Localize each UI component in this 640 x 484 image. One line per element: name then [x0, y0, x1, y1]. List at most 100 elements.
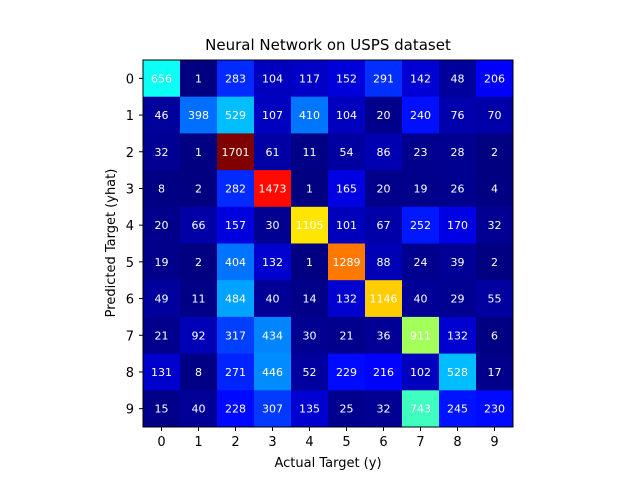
- heatmap-cell-r2-c8: [439, 133, 477, 171]
- heatmap-cell-r3-c9: [476, 170, 514, 208]
- x-axis-ticks: 0 1 2 3 4 5 6 7 8 9: [157, 427, 499, 450]
- heatmap-cell-r5-c7: [402, 243, 440, 281]
- cell-value-label: 1: [195, 72, 202, 85]
- heatmap-cell-r1-c3: [254, 96, 292, 134]
- heatmap-cell-r0-c1: [180, 60, 218, 98]
- heatmap-cell-r8-c7: [402, 353, 440, 391]
- cell-value-label: 434: [262, 329, 283, 342]
- heatmap-cell-r4-c1: [180, 206, 218, 244]
- heatmap-cell-r8-c2: [217, 353, 255, 391]
- heatmap-cell-r5-c4: [291, 243, 329, 281]
- heatmap-cell-r9-c7: [402, 390, 440, 428]
- heatmap-cell-r5-c3: [254, 243, 292, 281]
- heatmap-cell-r1-c4: [291, 96, 329, 134]
- cell-value-label: 11: [192, 293, 206, 306]
- heatmap-cell-r9-c4: [291, 390, 329, 428]
- heatmap-cell-r0-c6: [365, 60, 403, 98]
- heatmap-cell-r3-c0: [143, 170, 181, 208]
- heatmap-cell-r0-c9: [476, 60, 514, 98]
- cell-value-label: 46: [155, 109, 169, 122]
- heatmap-cell-r8-c5: [328, 353, 366, 391]
- cell-value-label: 132: [262, 256, 283, 269]
- cell-value-label: 282: [225, 182, 246, 195]
- heatmap-cell-r2-c5: [328, 133, 366, 171]
- cell-value-label: 230: [484, 403, 505, 416]
- cell-value-label: 6: [491, 329, 498, 342]
- cell-value-label: 404: [225, 256, 246, 269]
- cell-value-label: 49: [155, 293, 169, 306]
- heatmap-cell-r6-c2: [217, 280, 255, 318]
- heatmap-cell-r9-c1: [180, 390, 218, 428]
- cell-value-label: 21: [155, 329, 169, 342]
- cell-value-label: 48: [451, 72, 465, 85]
- heatmap-cell-r7-c9: [476, 316, 514, 355]
- heatmap-cell-r7-c7: [402, 316, 440, 355]
- cell-value-label: 26: [451, 182, 465, 195]
- cell-value-label: 102: [410, 366, 431, 379]
- heatmap-cell-r2-c9: [476, 133, 514, 171]
- heatmap-cell-r7-c1: [180, 316, 218, 355]
- y-tick-label: 4: [126, 219, 134, 234]
- x-tick-label: 0: [157, 435, 165, 450]
- heatmap-cell-r1-c8: [439, 96, 477, 134]
- y-axis-ticks: 0 1 2 3 4 5 6 7 8 9: [126, 72, 143, 418]
- cell-value-label: 307: [262, 403, 283, 416]
- cell-value-label: 1: [306, 182, 313, 195]
- cell-value-label: 61: [266, 146, 280, 159]
- cell-value-label: 484: [225, 293, 246, 306]
- heatmap-cell-r8-c3: [254, 353, 292, 391]
- heatmap-cell-r3-c6: [365, 170, 403, 208]
- heatmap-cell-r5-c2: [217, 243, 255, 281]
- y-tick-label: 9: [126, 403, 134, 418]
- heatmap-cell-r9-c9: [476, 390, 514, 428]
- cell-value-label: 8: [195, 366, 202, 379]
- heatmap-cell-r2-c1: [180, 133, 218, 171]
- cell-value-label: 135: [299, 403, 320, 416]
- heatmap-cell-r6-c1: [180, 280, 218, 318]
- cell-value-label: 152: [336, 72, 357, 85]
- cell-value-label: 1473: [259, 182, 287, 195]
- heatmap-cell-r2-c6: [365, 133, 403, 171]
- cell-value-label: 1701: [222, 146, 250, 159]
- cell-value-label: 29: [451, 293, 465, 306]
- cell-value-label: 20: [377, 182, 391, 195]
- heatmap-cell-r8-c1: [180, 353, 218, 391]
- cell-value-label: 101: [336, 219, 357, 232]
- heatmap-cell-r9-c5: [328, 390, 366, 428]
- y-tick-label: 0: [126, 72, 134, 87]
- cell-value-label: 398: [188, 109, 209, 122]
- heatmap-cell-r5-c1: [180, 243, 218, 281]
- heatmap-cell-r3-c8: [439, 170, 477, 208]
- heatmap-cell-r3-c2: [217, 170, 255, 208]
- heatmap-cell-r7-c5: [328, 316, 366, 355]
- heatmap-cell-r4-c7: [402, 206, 440, 244]
- heatmap-cell-r8-c8: [439, 353, 477, 391]
- y-tick-label: 5: [126, 256, 134, 271]
- cell-value-label: 528: [447, 366, 468, 379]
- cell-value-label: 132: [447, 329, 468, 342]
- cell-value-label: 32: [488, 219, 502, 232]
- cell-value-label: 2: [491, 146, 498, 159]
- y-axis-label: Predicted Target (yhat): [104, 169, 119, 318]
- y-tick-label: 1: [126, 109, 134, 124]
- heatmap-cell-r2-c2: [217, 133, 255, 171]
- cell-value-label: 21: [340, 329, 354, 342]
- heatmap-cell-r4-c5: [328, 206, 366, 244]
- cell-value-label: 30: [266, 219, 280, 232]
- cell-value-label: 17: [488, 366, 502, 379]
- heatmap-cell-r9-c3: [254, 390, 292, 428]
- cell-value-label: 157: [225, 219, 246, 232]
- cell-value-label: 529: [225, 109, 246, 122]
- cell-value-label: 132: [336, 293, 357, 306]
- cell-value-label: 1: [306, 256, 313, 269]
- heatmap-cell-r4-c3: [254, 206, 292, 244]
- heatmap-cell-r5-c9: [476, 243, 514, 281]
- cell-value-label: 67: [377, 219, 391, 232]
- cell-value-label: 76: [451, 109, 465, 122]
- cell-value-label: 656: [151, 72, 172, 85]
- y-tick-label: 8: [126, 366, 134, 381]
- cell-value-label: 36: [377, 329, 391, 342]
- heatmap-cell-r8-c4: [291, 353, 329, 391]
- cell-value-label: 30: [303, 329, 317, 342]
- cell-value-label: 1: [195, 146, 202, 159]
